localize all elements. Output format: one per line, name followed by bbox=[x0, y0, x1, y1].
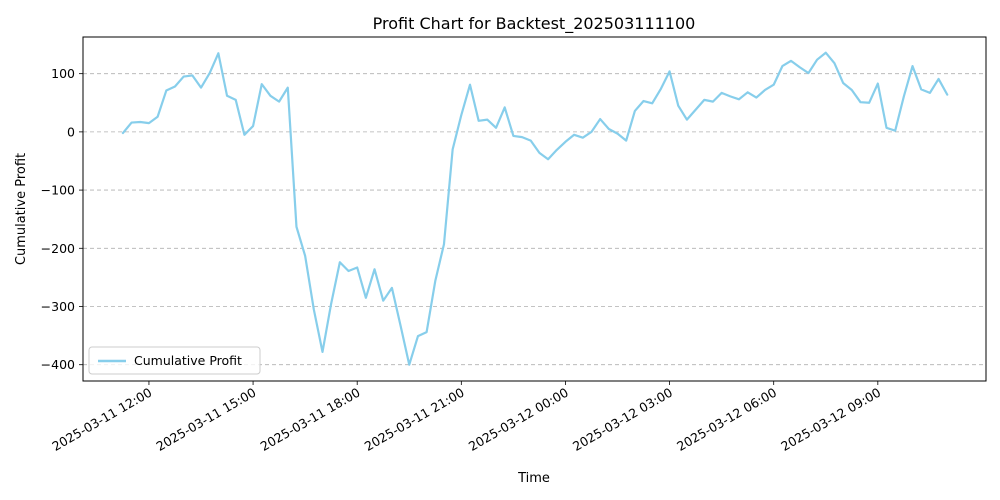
chart-title: Profit Chart for Backtest_202503111100 bbox=[373, 14, 696, 34]
legend: Cumulative Profit bbox=[88, 346, 261, 375]
series-layer bbox=[121, 51, 949, 366]
y-tick-label: −100 bbox=[41, 183, 75, 198]
y-tick-label: 0 bbox=[67, 124, 75, 139]
y-tick-label: 100 bbox=[51, 66, 75, 81]
x-axis-title: Time bbox=[517, 471, 550, 486]
plot-frame bbox=[82, 36, 987, 382]
y-tick-label: −300 bbox=[41, 299, 75, 314]
legend-box bbox=[88, 346, 261, 375]
y-axis-title: Cumulative Profit bbox=[14, 153, 29, 265]
legend-label: Cumulative Profit bbox=[134, 353, 242, 368]
y-tick-label: −400 bbox=[41, 357, 75, 372]
y-tick-label: −200 bbox=[41, 241, 75, 256]
y-axis-ticks: −400 −300 −200 −100 0 100 bbox=[41, 66, 83, 372]
series-line-cumulative-profit bbox=[121, 51, 949, 366]
